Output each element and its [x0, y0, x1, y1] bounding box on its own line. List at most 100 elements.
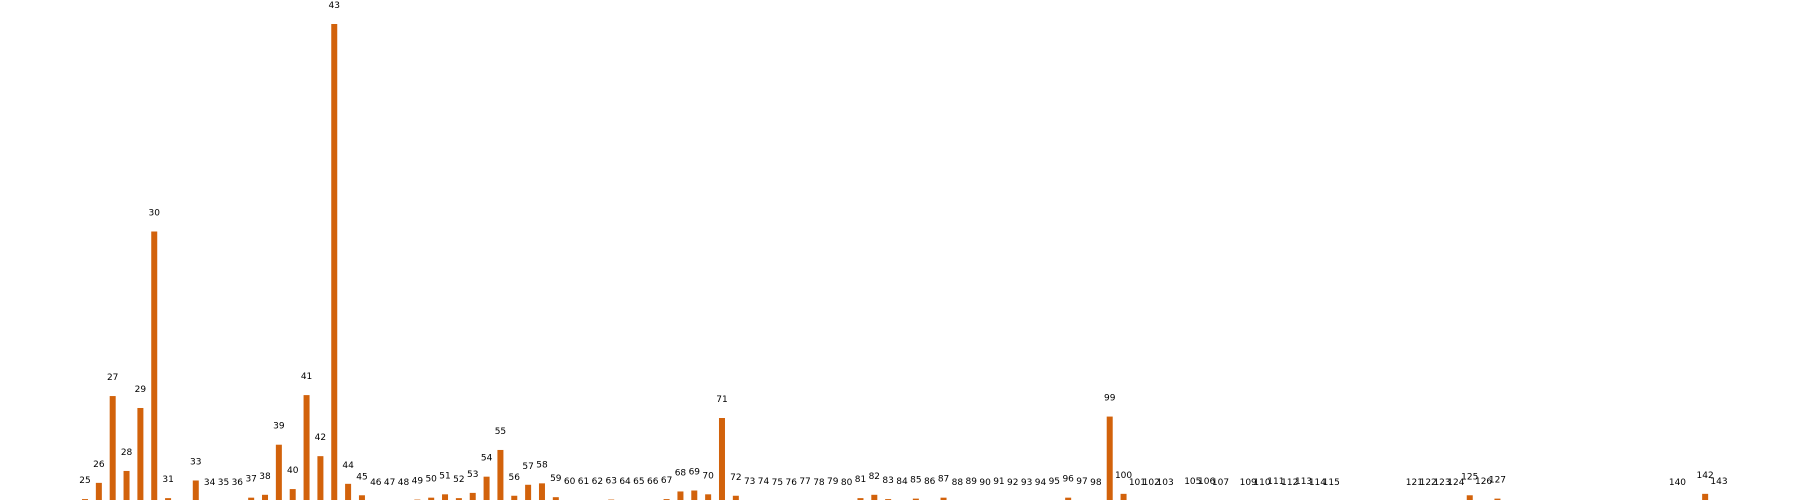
bar-55: [497, 449, 504, 500]
bar-33: [192, 480, 199, 500]
bar-label-58: 58: [536, 460, 548, 470]
bar-label-126: 126: [1475, 477, 1492, 487]
bar-label-115: 115: [1323, 478, 1340, 488]
bar-40: [289, 489, 296, 500]
bar-100: [1120, 493, 1127, 500]
bar-label-42: 42: [315, 433, 326, 443]
bar-label-100: 100: [1115, 471, 1132, 481]
bar-27: [109, 396, 116, 500]
bar-69: [691, 490, 698, 500]
bar-label-85: 85: [910, 476, 921, 486]
bar-label-109: 109: [1240, 478, 1257, 488]
bar-label-113: 113: [1295, 477, 1312, 487]
bar-label-39: 39: [273, 422, 285, 432]
bar-label-55: 55: [495, 427, 506, 437]
bar-label-43: 43: [329, 1, 340, 11]
bar-53: [469, 492, 476, 500]
bar-label-49: 49: [412, 477, 424, 487]
bar-label-56: 56: [509, 473, 521, 483]
bar-label-91: 91: [993, 477, 1004, 487]
bar-label-70: 70: [702, 471, 714, 481]
bar-label-124: 124: [1447, 478, 1464, 488]
bar-label-28: 28: [121, 448, 133, 458]
bar-label-73: 73: [744, 477, 755, 487]
bar-label-76: 76: [785, 478, 797, 488]
bar-label-47: 47: [384, 478, 395, 488]
bar-label-114: 114: [1309, 478, 1326, 488]
bar-38: [262, 494, 269, 500]
bar-82: [871, 494, 878, 500]
bar-81: [857, 498, 864, 500]
bar-label-84: 84: [896, 477, 908, 487]
bar-label-27: 27: [107, 373, 118, 383]
bar-label-53: 53: [467, 470, 478, 480]
bar-label-35: 35: [218, 478, 229, 488]
bar-57: [525, 484, 532, 500]
bars-group: [82, 24, 1709, 500]
bar-label-98: 98: [1090, 478, 1102, 488]
bar-label-122: 122: [1420, 478, 1437, 488]
bar-52: [455, 498, 462, 500]
bar-label-125: 125: [1461, 472, 1478, 482]
bar-label-78: 78: [813, 478, 825, 488]
bar-label-48: 48: [398, 478, 410, 488]
bar-label-75: 75: [772, 478, 783, 488]
bar-50: [428, 497, 435, 500]
bar-label-111: 111: [1267, 477, 1284, 487]
bar-label-26: 26: [93, 460, 105, 470]
bar-label-46: 46: [370, 478, 382, 488]
bar-label-110: 110: [1253, 478, 1270, 488]
bar-label-37: 37: [245, 475, 256, 485]
bar-label-127: 127: [1489, 476, 1506, 486]
bar-45: [358, 495, 365, 500]
bar-70: [705, 494, 712, 500]
bar-54: [483, 476, 490, 500]
bar-label-44: 44: [342, 461, 354, 471]
bar-label-51: 51: [439, 471, 450, 481]
bar-41: [303, 395, 310, 500]
bar-label-103: 103: [1157, 478, 1174, 488]
bar-29: [137, 407, 144, 500]
bar-96: [1065, 497, 1072, 500]
bar-label-77: 77: [799, 477, 810, 487]
bar-28: [123, 470, 130, 500]
bar-68: [677, 491, 684, 500]
bar-label-101: 101: [1129, 478, 1146, 488]
bar-label-94: 94: [1035, 478, 1047, 488]
bar-85: [912, 498, 919, 500]
bar-label-90: 90: [979, 478, 991, 488]
bar-99: [1106, 416, 1113, 500]
bar-127: [1494, 498, 1501, 500]
bar-label-105: 105: [1184, 477, 1201, 487]
bar-125: [1466, 495, 1473, 500]
bar-51: [442, 494, 449, 500]
bar-37: [248, 497, 255, 500]
bar-label-121: 121: [1406, 478, 1423, 488]
bar-87: [940, 497, 947, 500]
bar-label-92: 92: [1007, 478, 1018, 488]
bar-label-62: 62: [592, 477, 603, 487]
bar-label-82: 82: [869, 472, 880, 482]
bar-label-93: 93: [1021, 478, 1032, 488]
bar-label-106: 106: [1198, 477, 1215, 487]
bar-label-41: 41: [301, 372, 312, 382]
bar-label-54: 54: [481, 454, 493, 464]
bar-label-59: 59: [550, 474, 562, 484]
bar-44: [345, 483, 352, 500]
bar-label-29: 29: [135, 385, 147, 395]
bar-label-80: 80: [841, 478, 853, 488]
bar-label-33: 33: [190, 457, 201, 467]
bar-56: [511, 495, 518, 500]
bar-label-86: 86: [924, 477, 936, 487]
bar-72: [732, 495, 739, 500]
bar-58: [538, 483, 545, 500]
bar-label-107: 107: [1212, 478, 1229, 488]
bar-label-52: 52: [453, 475, 464, 485]
bar-label-66: 66: [647, 477, 659, 487]
bar-31: [165, 498, 172, 500]
bar-label-65: 65: [633, 477, 644, 487]
bar-label-112: 112: [1281, 478, 1298, 488]
bar-label-142: 142: [1697, 471, 1714, 481]
bar-label-38: 38: [259, 472, 271, 482]
bar-label-57: 57: [522, 462, 533, 472]
